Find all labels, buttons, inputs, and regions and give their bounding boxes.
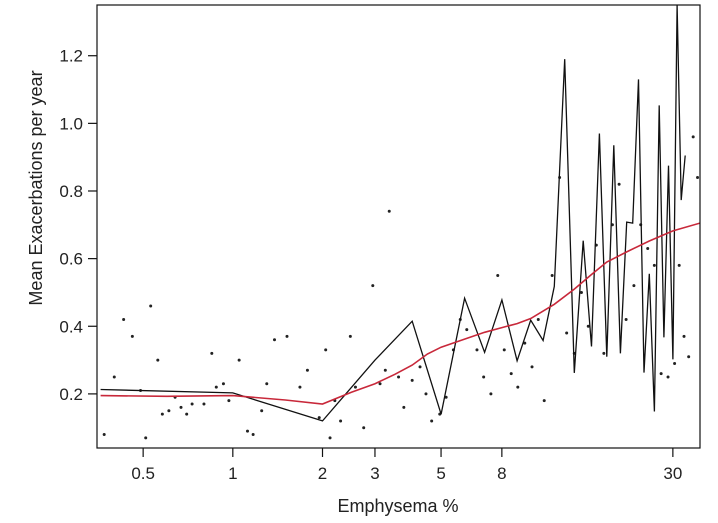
scatter-point xyxy=(646,246,650,250)
scatter-point xyxy=(536,317,540,321)
scatter-point xyxy=(149,304,153,308)
scatter-point xyxy=(144,436,148,440)
scatter-point xyxy=(190,402,194,406)
scatter-point xyxy=(339,419,343,423)
scatter-point xyxy=(444,395,448,399)
scatter-point xyxy=(378,382,382,386)
scatter-point xyxy=(122,317,126,321)
scatter-point xyxy=(383,368,387,372)
plot-frame xyxy=(96,4,701,449)
scatter-point xyxy=(397,375,401,379)
scatter-point xyxy=(156,358,160,362)
scatter-point xyxy=(542,399,546,403)
scatter-point xyxy=(523,341,527,345)
scatter-point xyxy=(251,432,255,436)
scatter-point xyxy=(265,382,269,386)
black-line xyxy=(100,5,686,422)
scatter-point xyxy=(489,392,493,396)
scatter-point xyxy=(430,419,434,423)
x-tick-label: 1 xyxy=(228,464,237,483)
x-tick-label: 8 xyxy=(497,464,506,483)
scatter-point xyxy=(237,358,241,362)
x-tick-label: 3 xyxy=(370,464,379,483)
scatter-point xyxy=(317,416,321,420)
scatter-point xyxy=(272,338,276,342)
x-axis-label: Emphysema % xyxy=(337,496,458,516)
scatter-point xyxy=(410,378,414,382)
scatter-point xyxy=(696,175,700,179)
scatter-point xyxy=(227,399,231,403)
y-tick-label: 1.0 xyxy=(59,114,83,133)
scatter-point xyxy=(691,135,695,139)
y-tick-label: 0.2 xyxy=(59,385,83,404)
scatter-point xyxy=(245,429,249,433)
scatter-point xyxy=(509,372,513,376)
scatter-point xyxy=(496,274,500,278)
scatter-point xyxy=(418,365,422,369)
scatter-point xyxy=(305,368,309,372)
scatter-point xyxy=(348,334,352,338)
scatter-point xyxy=(210,351,214,355)
scatter-point xyxy=(586,324,590,328)
y-tick-label: 1.2 xyxy=(59,47,83,66)
scatter-point xyxy=(402,405,406,409)
scatter-point xyxy=(502,348,506,352)
scatter-point xyxy=(324,348,328,352)
scatter-point xyxy=(579,290,583,294)
x-tick-label: 0.5 xyxy=(131,464,155,483)
plot-area xyxy=(100,5,700,440)
y-tick-label: 0.8 xyxy=(59,182,83,201)
scatter-point xyxy=(387,209,391,213)
y-tick-label: 0.4 xyxy=(59,317,83,336)
scatter-point xyxy=(130,334,134,338)
scatter-point xyxy=(202,402,206,406)
scatter-point xyxy=(160,412,164,416)
scatter-point xyxy=(179,405,183,409)
scatter-point xyxy=(465,328,469,332)
scatter-point xyxy=(617,182,621,186)
y-tick-label: 0.6 xyxy=(59,250,83,269)
scatter-point xyxy=(371,284,375,288)
scatter-point xyxy=(475,348,479,352)
x-tick-label: 30 xyxy=(663,464,682,483)
scatter-point xyxy=(221,382,225,386)
axes: 0.5 1 2 3 5 8 30 0.2 0.4 0.6 0.8 1.0 1.2 xyxy=(59,4,701,483)
scatter-point xyxy=(112,375,116,379)
scatter-point xyxy=(102,432,106,436)
scatter-point xyxy=(214,385,218,389)
scatter-point xyxy=(677,263,681,267)
scatter-point xyxy=(565,331,569,335)
x-tick-label: 5 xyxy=(436,464,445,483)
smooth-red-line xyxy=(100,222,700,405)
scatter-point xyxy=(659,372,663,376)
scatter-point xyxy=(602,351,606,355)
scatter-point xyxy=(530,365,534,369)
scatter-point xyxy=(666,375,670,379)
y-axis-label: Mean Exacerbations per year xyxy=(26,70,46,305)
scatter-point xyxy=(328,436,332,440)
scatter-point xyxy=(550,274,554,278)
scatter-point xyxy=(482,375,486,379)
scatter-point xyxy=(185,412,189,416)
scatter-point xyxy=(516,385,520,389)
scatter-point xyxy=(424,392,428,396)
scatter-point xyxy=(687,355,691,359)
scatter-point xyxy=(167,409,171,413)
scatter-point xyxy=(353,385,357,389)
x-tick-label: 2 xyxy=(318,464,327,483)
scatter-point xyxy=(673,361,677,365)
scatter-point xyxy=(285,334,289,338)
scatter-point xyxy=(682,334,686,338)
scatter-point xyxy=(298,385,302,389)
scatter-point xyxy=(260,409,264,413)
scatter-point xyxy=(624,317,628,321)
scatter-point xyxy=(362,426,366,430)
scatter-point xyxy=(632,284,636,288)
scatter-point xyxy=(652,263,656,267)
